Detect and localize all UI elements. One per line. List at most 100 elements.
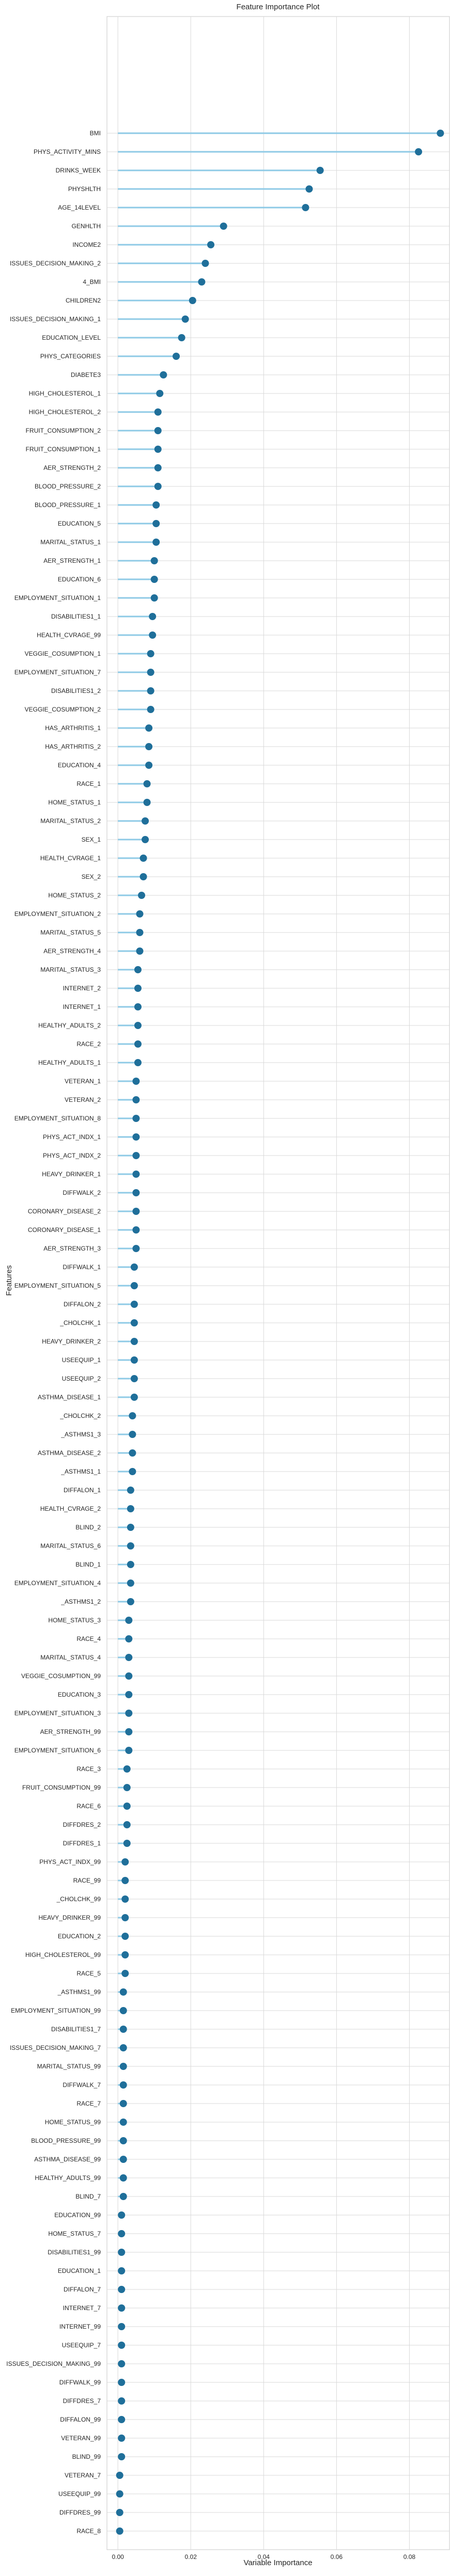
marker-diffwalk_2	[132, 1189, 140, 1196]
y-tick-label: EDUCATION_99	[54, 2211, 101, 2219]
marker-diffalon_99	[118, 2416, 126, 2423]
marker-issues_decision_making_1	[181, 315, 189, 323]
y-tick-label: EDUCATION_6	[58, 576, 101, 583]
marker-_cholchk_1	[130, 1319, 138, 1326]
marker-blood_pressure_99	[119, 2137, 127, 2144]
marker-issues_decision_making_7	[119, 2044, 127, 2051]
y-tick-label: RACE_1	[76, 780, 101, 787]
y-tick-label: AER_STRENGTH_99	[40, 1728, 101, 1735]
y-tick-label: DIFFWALK_99	[59, 2379, 101, 2386]
marker-income2	[207, 241, 215, 248]
marker-employment_situation_3	[125, 1710, 133, 1717]
marker-sex_1	[142, 836, 149, 843]
vertical-gridlines	[117, 17, 410, 2550]
y-tick-label: ISSUES_DECISION_MAKING_1	[10, 315, 101, 323]
y-tick-label: PHYSHLTH	[68, 185, 101, 193]
y-tick-label: USEEQUIP_1	[62, 1356, 101, 1364]
marker-coronary_disease_2	[132, 1208, 140, 1215]
y-tick-label: DIFFWALK_7	[63, 2081, 101, 2089]
y-tick-label: DIFFDRES_2	[63, 1821, 101, 1828]
y-tick-label: EDUCATION_4	[58, 762, 101, 769]
marker-home_status_1	[143, 799, 151, 806]
marker-_asthms1_99	[119, 1988, 127, 1996]
y-tick-label: GENHLTH	[72, 223, 101, 230]
marker-race_5	[121, 1970, 129, 1977]
y-tick-label: HOME_STATUS_1	[48, 799, 101, 806]
y-tick-label: DIFFALON_2	[64, 1301, 101, 1308]
y-tick-label: CHILDREN2	[66, 297, 101, 304]
y-tick-label: _ASTHMS1_99	[57, 1988, 101, 1996]
marker-diffdres_1	[123, 1840, 131, 1847]
marker-issues_decision_making_99	[118, 2360, 126, 2367]
marker-asthma_disease_1	[130, 1394, 138, 1401]
y-tick-label: PHYS_ACT_INDX_99	[39, 1858, 101, 1866]
marker-high_cholesterol_99	[121, 1951, 129, 1958]
marker-asthma_disease_99	[119, 2156, 127, 2163]
marker-internet_99	[118, 2323, 126, 2330]
marker-healthy_adults_99	[119, 2174, 127, 2182]
y-tick-label: 4_BMI	[83, 278, 101, 286]
marker-home_status_99	[119, 2119, 127, 2126]
markers-group	[116, 130, 444, 2535]
y-tick-label: MARITAL_STATUS_6	[40, 1542, 101, 1550]
marker-home_status_3	[125, 1617, 133, 1624]
y-tick-label: HEALTHY_ADULTS_1	[38, 1059, 101, 1066]
marker-fruit_consumption_2	[154, 427, 162, 434]
y-tick-label: AGE_14LEVEL	[58, 204, 101, 211]
marker-age_14level	[302, 204, 309, 211]
y-tick-label: CORONARY_DISEASE_2	[28, 1208, 101, 1215]
marker-phys_act_indx_99	[121, 1858, 129, 1866]
y-tick-label: HEALTH_CVRAGE_99	[37, 631, 101, 639]
marker-high_cholesterol_1	[156, 390, 164, 397]
y-tick-label: USEEQUIP_2	[62, 1375, 101, 1382]
y-tick-label: HOME_STATUS_3	[48, 1617, 101, 1624]
y-tick-label: AER_STRENGTH_1	[43, 557, 101, 564]
y-tick-label: INTERNET_7	[63, 2304, 101, 2312]
y-tick-label: BLIND_2	[75, 1524, 101, 1531]
y-tick-label: VEGGIE_COSUMPTION_1	[25, 650, 101, 657]
marker-physhlth	[305, 185, 313, 193]
y-tick-label: _ASTHMS1_2	[60, 1598, 101, 1605]
marker-marital_status_1	[152, 539, 160, 546]
marker-children2	[189, 297, 196, 304]
y-tick-label: HIGH_CHOLESTEROL_2	[29, 408, 101, 416]
marker-diffdres_2	[123, 1821, 131, 1828]
marker-education_5	[152, 520, 160, 527]
y-tick-label: EMPLOYMENT_SITUATION_99	[11, 2007, 101, 2014]
y-tick-label: INTERNET_1	[63, 1003, 101, 1010]
y-tick-label: VETERAN_2	[65, 1096, 101, 1103]
marker-veteran_1	[132, 1078, 140, 1085]
y-tick-label: DIFFDRES_1	[63, 1840, 101, 1847]
marker-_asthms1_1	[129, 1468, 136, 1475]
marker-diffalon_7	[118, 2286, 126, 2293]
y-tick-label: DISABILITIES1_7	[51, 2026, 101, 2033]
y-tick-label: ISSUES_DECISION_MAKING_99	[6, 2360, 101, 2367]
marker-drinks_week	[316, 167, 324, 174]
chart-title: Feature Importance Plot	[237, 3, 320, 11]
y-tick-label: AER_STRENGTH_2	[43, 464, 101, 471]
marker-blind_99	[118, 2453, 126, 2460]
y-tick-label: ASTHMA_DISEASE_2	[38, 1449, 101, 1457]
y-tick-label: RACE_2	[76, 1040, 101, 1048]
y-tick-label: HEAVY_DRINKER_2	[42, 1338, 101, 1345]
marker-coronary_disease_1	[132, 1226, 140, 1234]
y-tick-label: _CHOLCHK_2	[59, 1412, 101, 1419]
marker-diffalon_1	[127, 1487, 134, 1494]
marker-blind_2	[127, 1524, 134, 1531]
marker-education_4	[145, 762, 153, 769]
marker-diabete3	[160, 371, 167, 378]
marker-health_cvrage_2	[127, 1505, 134, 1512]
y-tick-label: EDUCATION_1	[58, 2267, 101, 2274]
marker-education_1	[118, 2267, 126, 2274]
marker-marital_status_4	[125, 1654, 133, 1661]
marker-health_cvrage_1	[139, 855, 147, 862]
y-tick-label: VETERAN_99	[61, 2435, 101, 2442]
x-tick-label: 0.06	[331, 2553, 343, 2561]
y-tick-label: RACE_4	[76, 1635, 101, 1642]
marker-education_3	[125, 1691, 133, 1698]
y-tick-label: EDUCATION_LEVEL	[42, 334, 101, 341]
y-tick-label: EMPLOYMENT_SITUATION_4	[14, 1579, 101, 1587]
y-tick-label: AER_STRENGTH_3	[43, 1245, 101, 1252]
